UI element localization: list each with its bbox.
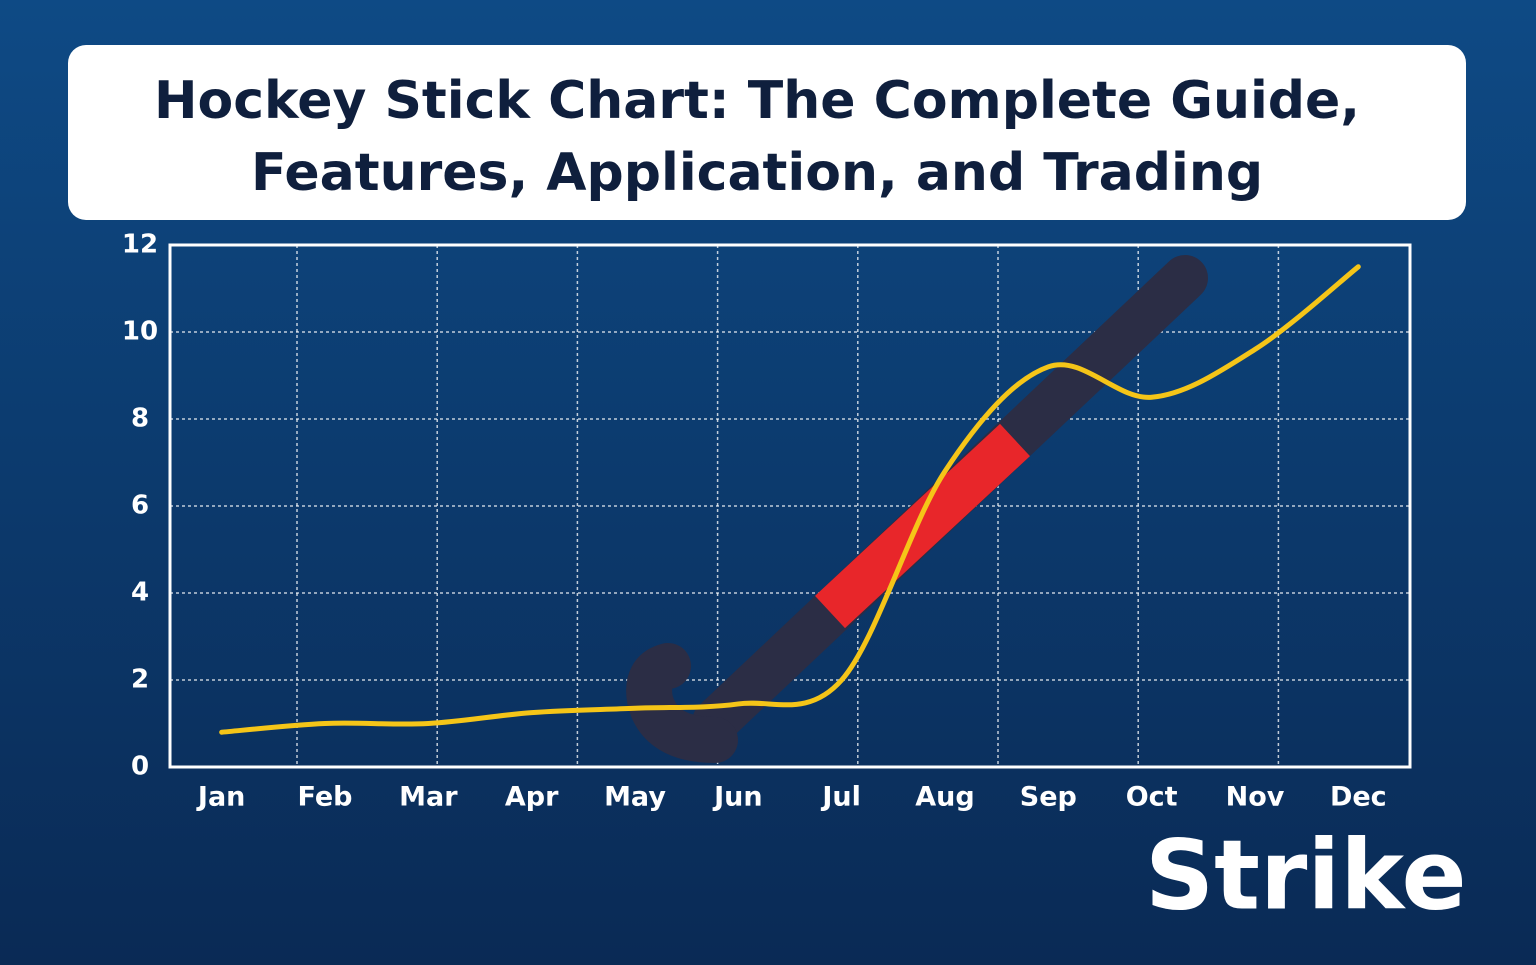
plot [219,264,1361,735]
chart-title: Features, Application, and Trading [251,143,1263,203]
x-tick-label: Sep [1020,782,1077,813]
y-tick-label: 2 [131,665,149,695]
x-tick-label: Aug [915,782,974,813]
x-tick-label: Nov [1226,782,1285,813]
y-tick-label: 8 [131,404,149,434]
x-tick-label: Jun [712,782,763,813]
x-tick-label: Dec [1330,782,1387,813]
x-tick-label: Mar [399,782,458,813]
chart-title: Hockey Stick Chart: The Complete Guide, [154,71,1360,131]
y-tick-label: 10 [122,317,158,347]
hockey-stick [626,255,1208,763]
y-tick-label: 6 [131,491,149,521]
x-tick-label: Apr [505,782,559,813]
x-tick-label: Feb [298,782,353,813]
y-tick-label: 12 [122,230,158,260]
y-tick-label: 0 [131,752,149,782]
plot-frame [168,243,1412,769]
y-tick-label: 4 [131,578,149,608]
line [219,264,1361,735]
title-box [68,45,1466,220]
x-tick-label: Jul [820,782,861,813]
x-tick-label: Jan [196,782,246,813]
x-tick-label: May [604,782,666,813]
x-tick-label: Oct [1126,782,1178,813]
logo: Strike [1145,819,1467,931]
